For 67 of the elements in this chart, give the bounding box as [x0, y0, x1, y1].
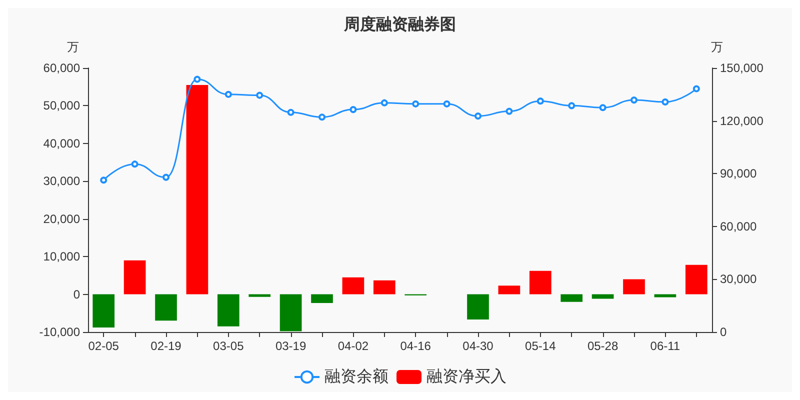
bar [592, 294, 614, 299]
y-tick-label: -10,000 [39, 325, 80, 339]
y2-tick-label: 0 [720, 325, 727, 339]
point [630, 96, 638, 104]
bar [654, 294, 676, 298]
y-axis-title: 万 [67, 40, 79, 54]
point [662, 98, 669, 106]
bar [280, 294, 302, 332]
bar [124, 260, 146, 294]
x-tick-label: 05-14 [525, 339, 556, 353]
point [599, 104, 606, 112]
x-tick-label: 02-05 [88, 339, 120, 353]
x-tick-label: 05-28 [587, 339, 618, 353]
legend-label: 融资余额 [324, 368, 388, 386]
bar [373, 280, 396, 294]
y2-axis-title: 万 [711, 40, 723, 54]
y2-tick-label: 90,000 [720, 166, 758, 181]
bar [529, 270, 552, 294]
x-tick-label: 03-19 [275, 339, 306, 353]
chart-title: 周度融资融券图 [343, 14, 456, 34]
legend-label: 融资净买入 [426, 368, 506, 386]
y-tick-label: 50,000 [43, 98, 80, 113]
y2-tick-label: 150,000 [720, 61, 764, 75]
point [506, 108, 513, 115]
y2-tick-label: 120,000 [720, 114, 764, 128]
point [224, 90, 232, 98]
point [318, 114, 326, 121]
bar [186, 84, 208, 294]
bar [560, 294, 583, 302]
point [350, 106, 357, 114]
point [287, 108, 294, 116]
x-tick-label: 04-16 [400, 339, 432, 353]
bar [155, 294, 177, 321]
point [256, 92, 264, 99]
point [194, 76, 201, 83]
y2-tick-label: 30,000 [720, 272, 758, 286]
x-tick-label: 04-02 [338, 339, 369, 353]
x-tick-label: 02-19 [150, 339, 182, 353]
bar [685, 264, 708, 294]
x-tick-label: 06-11 [650, 339, 680, 353]
point [100, 176, 108, 184]
bar [217, 294, 240, 326]
y-tick-label: 40,000 [43, 136, 80, 150]
y2-tick-label: 60,000 [720, 219, 758, 234]
x-tick-label: 04-30 [462, 339, 494, 353]
y-tick-label: 20,000 [43, 212, 80, 226]
point [692, 85, 700, 92]
bar [92, 294, 115, 328]
y-tick-label: 30,000 [43, 174, 80, 188]
bar [467, 294, 489, 320]
x-tick-label: 03-05 [213, 339, 244, 353]
point [162, 174, 170, 181]
point [380, 99, 388, 106]
bar [623, 279, 645, 294]
point [536, 98, 544, 105]
point [474, 112, 482, 120]
y-tick-label: 10,000 [43, 250, 80, 264]
bar [498, 286, 520, 294]
bar [342, 277, 364, 294]
bar [248, 294, 271, 297]
point [412, 100, 420, 108]
point [443, 100, 450, 108]
point [568, 102, 576, 110]
point [131, 160, 138, 168]
y-tick-label: 0 [73, 287, 80, 302]
y-tick-label: 60,000 [43, 61, 80, 75]
bar [311, 294, 333, 303]
